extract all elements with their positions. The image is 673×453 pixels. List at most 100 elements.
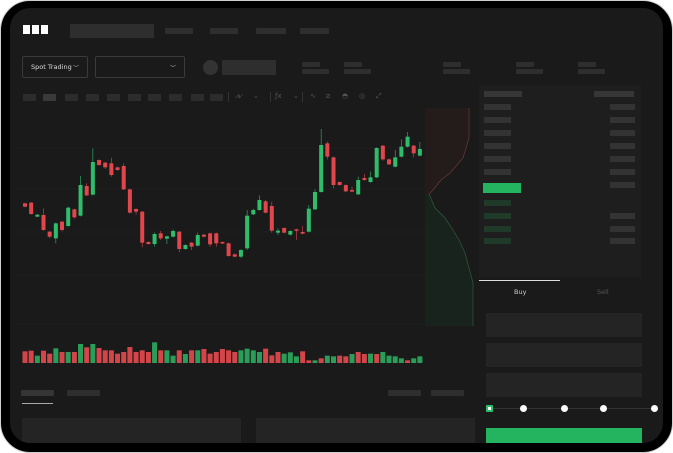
ruler-icon[interactable]: ⧄ <box>326 92 331 100</box>
candle-body <box>134 209 139 212</box>
filter-button[interactable] <box>388 390 421 396</box>
volume-bar <box>269 355 275 363</box>
volume-bar <box>28 350 34 363</box>
volume-bar <box>158 350 164 363</box>
stat-value <box>344 69 371 74</box>
volume-bar <box>250 350 256 363</box>
slider-step[interactable] <box>561 405 568 412</box>
volume-bar <box>22 351 28 363</box>
nav-item[interactable] <box>300 28 329 34</box>
interval-button[interactable] <box>210 94 223 101</box>
buy-button[interactable] <box>486 428 642 443</box>
interval-button[interactable] <box>65 94 78 101</box>
slider-step[interactable] <box>600 405 607 412</box>
total-input[interactable] <box>486 373 642 397</box>
interval-button[interactable] <box>23 94 36 101</box>
volume-bar <box>207 353 213 363</box>
candle-body <box>47 231 52 237</box>
interval-button[interactable] <box>86 94 99 101</box>
candle-body <box>78 185 83 216</box>
candle-body <box>362 178 367 181</box>
fx-icon[interactable]: ƒx <box>275 92 282 100</box>
interval-button[interactable] <box>169 94 182 101</box>
slider-step[interactable] <box>520 405 527 412</box>
tab-buy[interactable]: Buy <box>514 288 527 296</box>
coin-icon <box>203 60 218 75</box>
volume-bar <box>331 356 336 363</box>
amount-input[interactable] <box>486 343 642 367</box>
nav-item[interactable] <box>256 28 286 34</box>
candle-body <box>337 182 342 186</box>
screen: Spot Trading ﹀ ﹀ ⩘⩗ ⌄ ƒx ⌄ ∿ ⧄ ◓ ◎ ⤢ Buy … <box>10 8 663 443</box>
tab-sell[interactable]: Sell <box>597 288 609 296</box>
orderbook-header <box>484 91 522 97</box>
nav-item[interactable] <box>165 28 193 34</box>
interval-button[interactable] <box>43 94 56 101</box>
candlestick-chart[interactable] <box>15 120 425 370</box>
candle-body <box>72 209 77 218</box>
search-bar[interactable] <box>70 24 154 38</box>
pair-select[interactable]: ﹀ <box>95 56 185 78</box>
volume-bar <box>65 352 71 363</box>
interval-button[interactable] <box>191 94 204 101</box>
interval-button[interactable] <box>128 94 141 101</box>
volume-bar <box>392 356 398 363</box>
active-tab-indicator <box>22 403 53 404</box>
ask-price <box>484 169 511 175</box>
candle-body <box>368 177 373 183</box>
bid-price <box>484 213 511 219</box>
camera-icon[interactable]: ◓ <box>342 92 349 100</box>
fullscreen-icon[interactable]: ⤢ <box>376 92 382 100</box>
candle-body <box>232 254 237 257</box>
stat-value <box>516 69 543 74</box>
line-icon[interactable]: ∿ <box>310 92 316 100</box>
amount-slider[interactable] <box>490 408 656 409</box>
volume-bar <box>275 352 281 363</box>
ask-price <box>484 117 511 123</box>
interval-button[interactable] <box>148 94 161 101</box>
volume-bar <box>226 350 232 363</box>
pair-name <box>222 60 276 75</box>
settings-icon[interactable]: ◎ <box>359 92 366 100</box>
volume-bar <box>90 344 96 363</box>
candle-body <box>294 229 299 231</box>
nav-item[interactable] <box>210 28 238 34</box>
filter-button[interactable] <box>431 390 464 396</box>
volume-bar <box>355 352 361 363</box>
indicator-icon[interactable]: ⩘⩗ <box>235 92 243 100</box>
volume-bar <box>47 353 53 363</box>
volume-bar <box>182 354 188 363</box>
dropdown-icon[interactable]: ⌄ <box>293 92 299 100</box>
slider-step[interactable] <box>651 405 658 412</box>
price-input[interactable] <box>486 313 642 337</box>
interval-button[interactable] <box>107 94 120 101</box>
candle-body <box>214 233 219 244</box>
candle-body <box>23 203 27 207</box>
indicator-icon[interactable]: ⌄ <box>253 92 259 100</box>
bid-amount <box>610 226 635 232</box>
depth-chart <box>425 108 474 326</box>
tab-open-orders[interactable] <box>21 390 54 396</box>
volume-bar <box>189 350 195 363</box>
volume-bar <box>244 348 250 363</box>
volume-bar <box>411 358 417 363</box>
chevron-down-icon: ﹀ <box>72 64 79 72</box>
stat-value <box>443 69 470 74</box>
tab-history[interactable] <box>67 390 100 396</box>
candle-body <box>380 145 385 160</box>
slider-handle[interactable] <box>486 405 493 412</box>
ask-amount <box>610 156 635 162</box>
volume-bar <box>41 350 47 363</box>
volume-bar <box>238 350 244 363</box>
volume-bar <box>53 348 59 363</box>
candle-body <box>97 160 102 166</box>
volume-bar <box>201 349 207 363</box>
market-select[interactable]: Spot Trading ﹀ <box>22 56 88 78</box>
volume-bar <box>164 350 170 363</box>
candle-body <box>288 231 293 235</box>
volume-bar <box>219 349 225 363</box>
stat-label <box>443 62 461 67</box>
candle-body <box>195 235 200 246</box>
volume-bar <box>281 353 287 363</box>
chevron-down-icon: ﹀ <box>169 64 176 72</box>
